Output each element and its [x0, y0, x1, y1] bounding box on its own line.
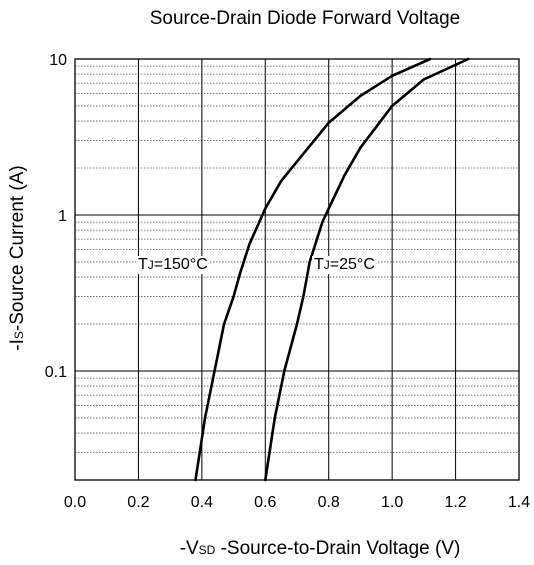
x-tick-label: 1.0 — [381, 494, 403, 511]
x-tick-label: 0.2 — [127, 494, 149, 511]
y-tick-label: 10 — [49, 52, 67, 69]
x-axis-label-prefix: -V — [179, 538, 199, 559]
series-label-rest: =150°C — [153, 256, 208, 273]
series-label-subscript: J — [147, 258, 154, 272]
series-line-tj150 — [194, 57, 432, 482]
y-axis-label-subscript: S — [12, 331, 26, 340]
x-tick-label: 1.2 — [444, 494, 466, 511]
chart-title: Source-Drain Diode Forward Voltage — [149, 8, 461, 29]
y-axis-label-rest: -Source Current (A) — [7, 165, 28, 332]
series-label-rest: =25°C — [329, 256, 375, 273]
series-label-prefix: T — [314, 256, 324, 273]
x-tick-label: 0.0 — [64, 494, 86, 511]
x-axis-label-rest: -Source-to-Drain Voltage (V) — [215, 538, 461, 559]
x-tick-label: 0.4 — [191, 494, 213, 511]
y-tick-label: 0.1 — [45, 364, 67, 381]
y-axis-label-prefix: -I — [7, 339, 28, 351]
x-tick-label: 1.4 — [508, 494, 530, 511]
x-axis-label: -VSD -Source-to-Drain Voltage (V) — [110, 538, 530, 560]
plot-frame — [74, 58, 520, 481]
x-tick-label: 0.8 — [318, 494, 340, 511]
series-label-subscript: J — [323, 258, 330, 272]
y-axis-label: -IS-Source Current (A) — [7, 165, 29, 350]
y-tick-label: 1 — [58, 208, 67, 225]
x-axis-label-subscript: SD — [198, 543, 216, 557]
series-line-tj25 — [263, 57, 470, 482]
x-tick-label: 0.6 — [254, 494, 276, 511]
series-label-tj150: TJ=150°C — [136, 256, 210, 274]
series-label-prefix: T — [138, 256, 148, 273]
series-label-tj25: TJ=25°C — [312, 256, 377, 274]
